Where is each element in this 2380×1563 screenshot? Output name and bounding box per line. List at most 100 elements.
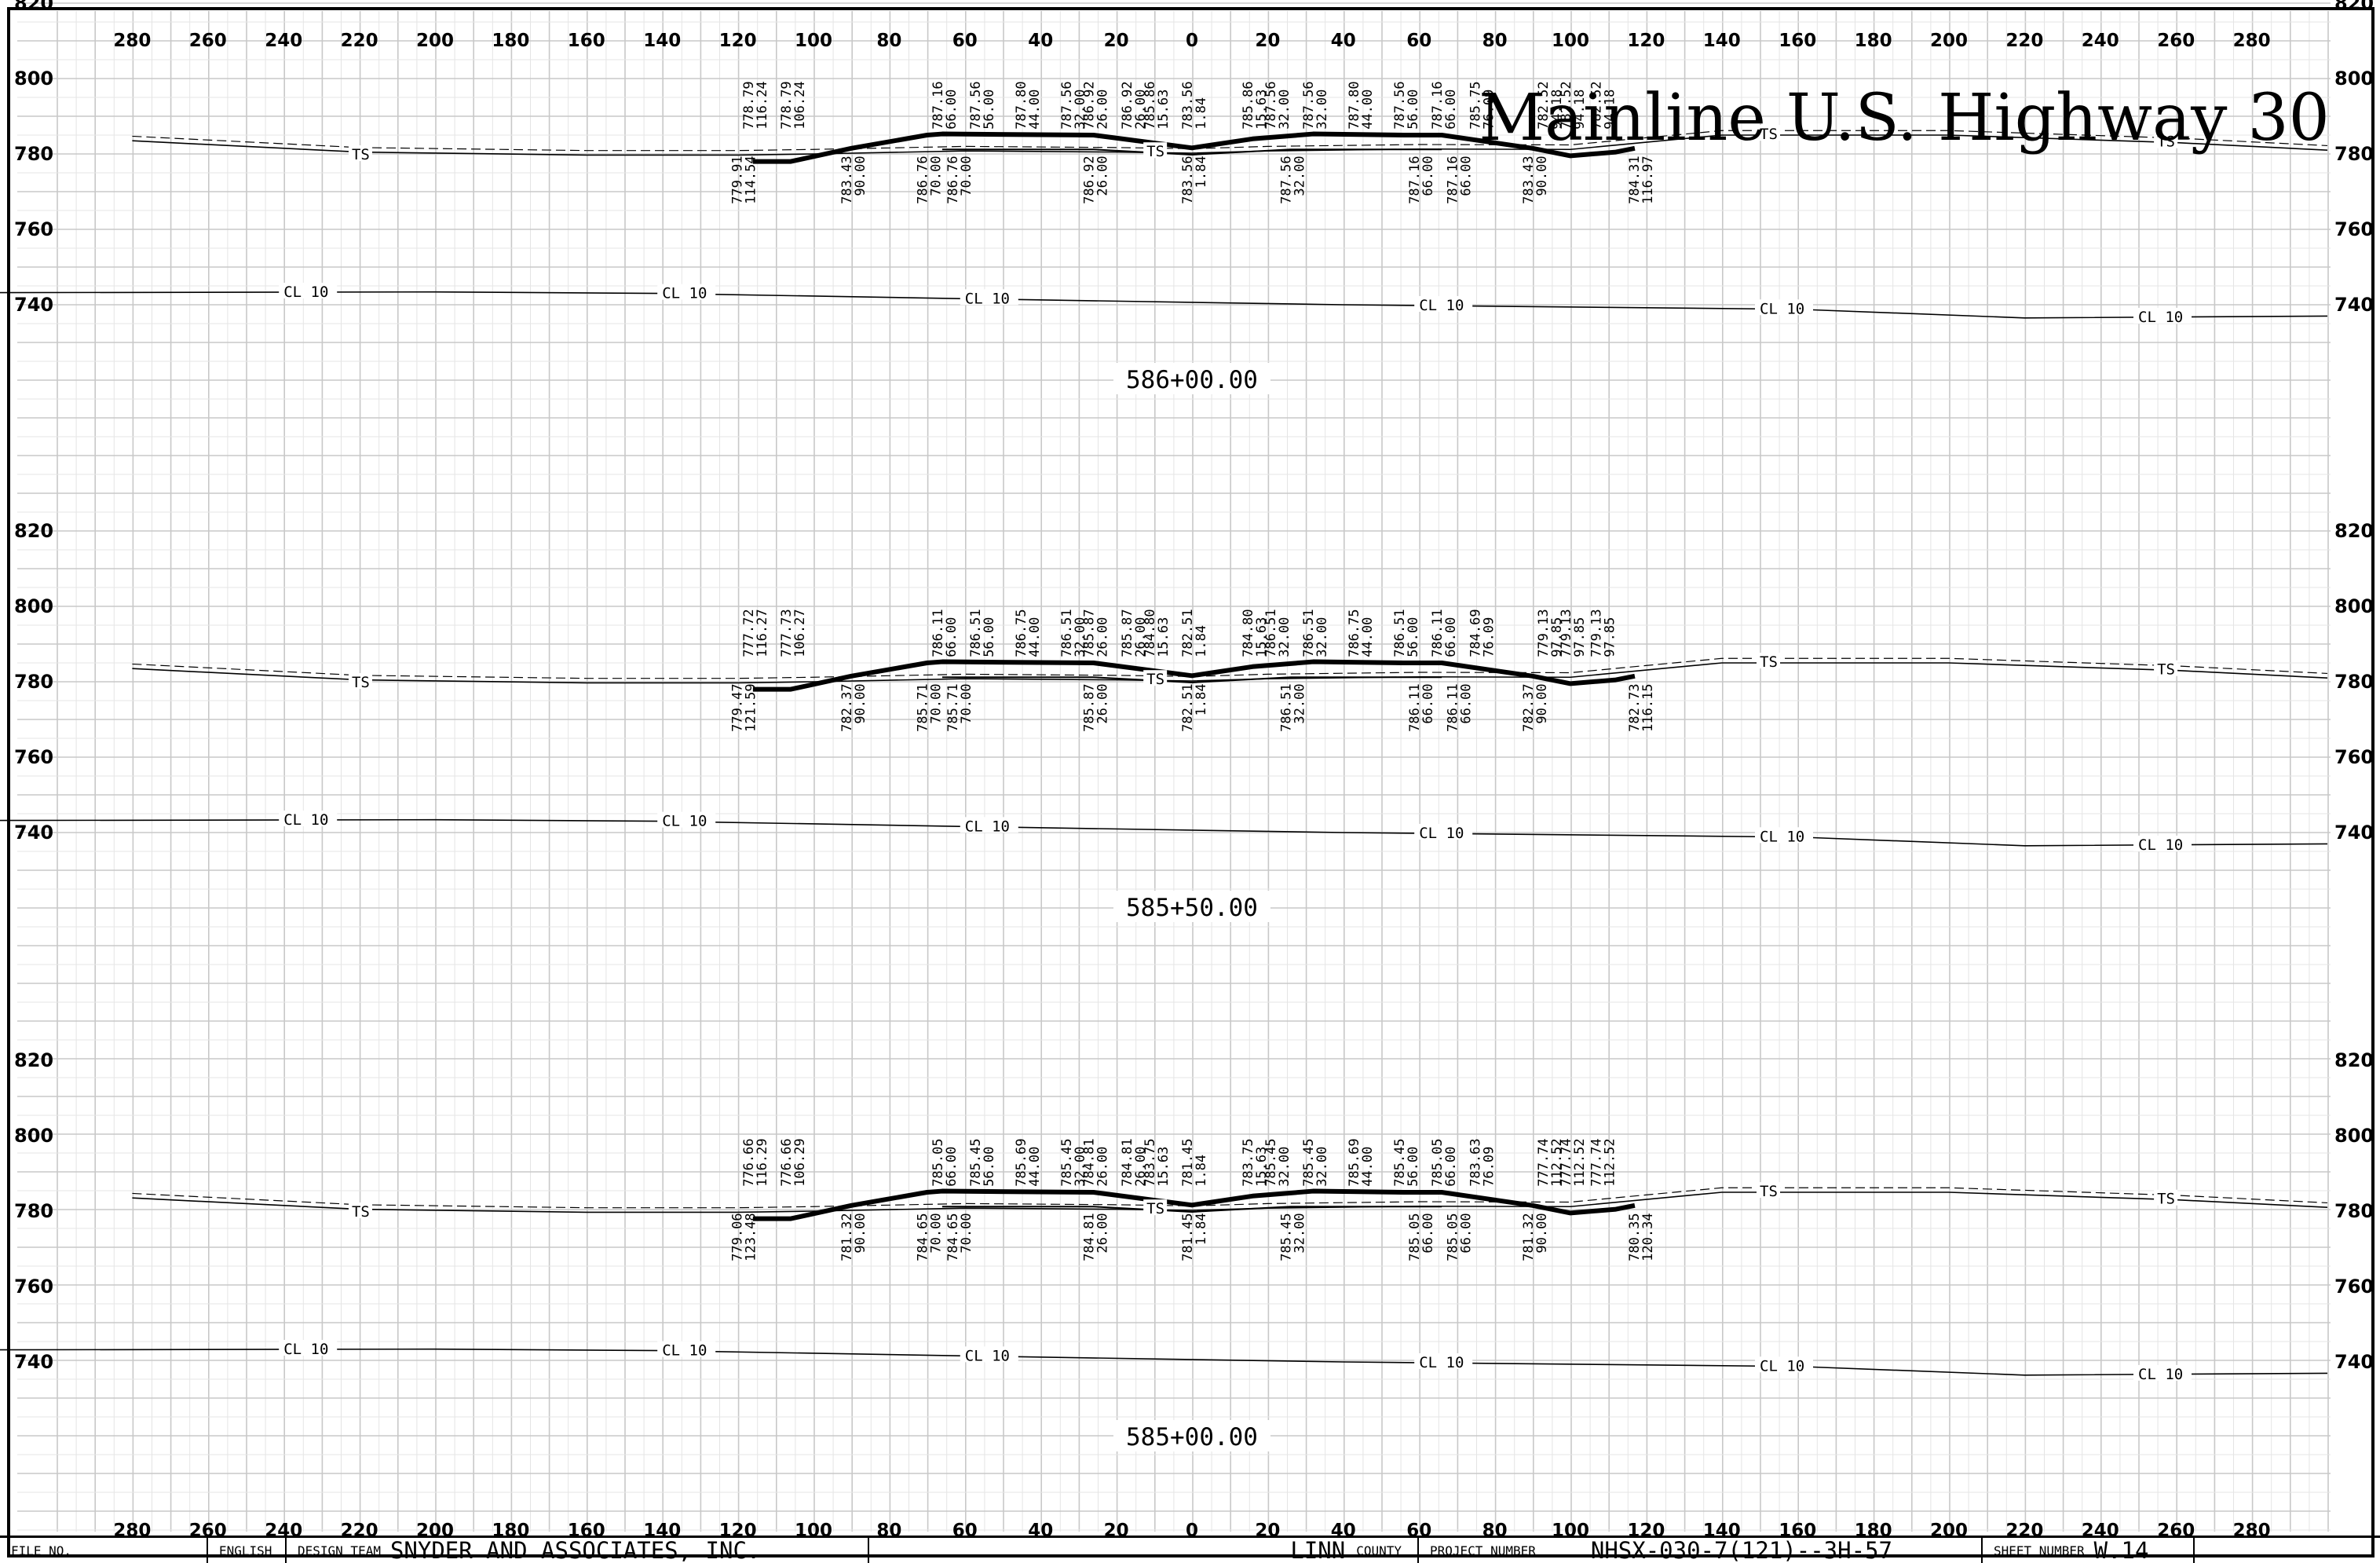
profile-annotation: 777.74112.52 <box>1536 1138 1565 1186</box>
cl-label: CL 10 <box>2138 309 2183 326</box>
profile-annotation: 785.4532.00 <box>1278 1213 1307 1261</box>
profile-annotation: 783.6376.09 <box>1468 1138 1497 1186</box>
ts-label-bg <box>348 145 372 162</box>
elevation-label-right: 820 <box>2334 0 2374 14</box>
profile-annotation: 783.4390.00 <box>1521 156 1550 203</box>
elevation-label-right: 780 <box>2334 143 2374 165</box>
ts-label-bg <box>1143 1199 1168 1216</box>
offset-tick-label: 60 <box>952 31 978 51</box>
ts-label-bg <box>1143 670 1168 686</box>
profile-annotation: 787.5632.00 <box>1301 81 1330 129</box>
cl-label: CL 10 <box>1419 297 1464 314</box>
profile-annotation: 783.4390.00 <box>839 156 868 203</box>
profile-annotation: 784.8126.00 <box>1120 1138 1149 1186</box>
elevation-label-right: 800 <box>2334 595 2374 617</box>
profile-annotation: 784.31116.97 <box>1627 156 1656 203</box>
cl-label-bg <box>2133 307 2192 324</box>
profile-annotation: 783.7515.63 <box>1241 1138 1270 1186</box>
profile-annotation: 782.511.84 <box>1180 683 1209 731</box>
cross-section: 820 820 800 800 780 780 760 760 740 740 CL 10 CL 10… <box>0 520 2374 922</box>
profile-annotation: 786.9226.00 <box>1082 156 1111 203</box>
profile-annotation: 785.7170.00 <box>945 683 974 731</box>
profile-annotation: 785.8615.63 <box>1241 81 1270 129</box>
offset-tick-label: 40 <box>1331 31 1356 51</box>
profile-annotation: 786.5132.00 <box>1278 683 1307 731</box>
offset-tick-label: 160 <box>568 31 605 51</box>
elevation-label-right: 800 <box>2334 1125 2374 1147</box>
profile-annotation: 787.1666.00 <box>1430 81 1459 129</box>
profile-annotation: 779.1397.85 <box>1536 609 1565 657</box>
ts-label-bg <box>2154 660 2178 676</box>
offset-tick-label: 120 <box>1627 31 1665 51</box>
profile-annotation: 781.451.84 <box>1180 1138 1209 1186</box>
profile-annotation: 787.1666.00 <box>1407 156 1436 203</box>
profile-annotation: 785.8726.00 <box>1120 609 1149 657</box>
offset-tick-label: 140 <box>643 31 681 51</box>
ts-label-bg <box>1757 1182 1780 1199</box>
elevation-label-right: 820 <box>2334 520 2374 542</box>
top-offset-scale: 280 260 240 220 200 180 160 140 120 100 80 60 40 20 0 2… <box>113 31 2270 51</box>
elevation-label-right: 740 <box>2334 1351 2374 1373</box>
profile-annotation: 787.5632.00 <box>1278 156 1307 203</box>
ts-label-bg <box>1143 142 1168 159</box>
profile-annotation: 786.5156.00 <box>968 609 997 657</box>
profile-annotation: 787.5632.00 <box>1059 81 1088 129</box>
profile-annotation: 781.3290.00 <box>1521 1213 1550 1261</box>
profile-annotation: 777.74112.52 <box>1589 1138 1618 1186</box>
design-profile-line <box>752 659 1636 692</box>
ts-label: TS <box>1146 1200 1164 1217</box>
profile-annotation: 785.4532.00 <box>1059 1138 1088 1186</box>
elevation-label-right: 800 <box>2334 68 2374 90</box>
offset-tick-label: 100 <box>1552 31 1589 51</box>
profile-annotation: 782.5294.18 <box>1536 81 1565 129</box>
profile-annotation: 781.3290.00 <box>839 1213 868 1261</box>
profile-annotation: 782.3790.00 <box>1521 683 1550 731</box>
ts-label: TS <box>352 146 370 163</box>
offset-tick-label: 280 <box>113 31 151 51</box>
subgrade-line <box>941 148 1442 156</box>
units-cell: ENGLISH <box>208 1538 287 1563</box>
station-label-bg <box>1113 1420 1270 1451</box>
profile-annotation: 779.1397.85 <box>1559 609 1588 657</box>
blank-cell <box>2195 1538 2380 1563</box>
profile-annotation: 783.7515.63 <box>1142 1138 1172 1186</box>
cl-label-bg <box>1414 1353 1473 1369</box>
profile-annotation: 785.7170.00 <box>916 683 945 731</box>
cl-label: CL 10 <box>283 811 328 829</box>
county-cell: LINN COUNTY <box>869 1538 1419 1563</box>
cl-line <box>0 818 2328 847</box>
profile-annotation: 778.79116.24 <box>741 81 770 129</box>
cl-label: CL 10 <box>2138 836 2183 854</box>
offset-tick-label: 240 <box>265 31 302 51</box>
cl-label: CL 10 <box>1760 300 1804 317</box>
elevation-label-left: 780 <box>14 143 53 165</box>
profile-annotation: 786.5132.00 <box>1301 609 1330 657</box>
ts-label: TS <box>1760 1183 1778 1200</box>
elevation-label-left: 740 <box>14 822 53 844</box>
profile-annotation: 786.5156.00 <box>1392 609 1421 657</box>
profile-annotation: 786.7544.00 <box>1014 609 1043 657</box>
cl-label-bg <box>657 284 716 300</box>
cl-label-bg <box>960 1346 1018 1363</box>
design-profile-line <box>752 1188 1636 1221</box>
profile-annotation: 784.6570.00 <box>916 1213 945 1261</box>
station-label: 585+50.00 <box>1126 894 1258 922</box>
elevation-label-right: 740 <box>2334 822 2374 844</box>
profile-annotation: 785.4556.00 <box>968 1138 997 1186</box>
profile-annotation: 777.72116.27 <box>741 609 770 657</box>
offset-tick-label: 200 <box>416 31 454 51</box>
profile-annotation: 785.0566.00 <box>1430 1138 1459 1186</box>
elevation-label-left: 740 <box>14 1351 53 1373</box>
sheet-number-label: SHEET NUMBER <box>1994 1543 2085 1558</box>
profile-annotation: 784.8015.63 <box>1142 609 1172 657</box>
cl-label: CL 10 <box>283 1341 328 1358</box>
profile-annotation: 777.73106.27 <box>779 609 808 657</box>
offset-tick-label: 20 <box>1104 31 1129 51</box>
elevation-label-left: 780 <box>14 1200 53 1222</box>
elevation-label-right: 760 <box>2334 1276 2374 1298</box>
profile-annotation: 776.66116.29 <box>741 1138 770 1186</box>
sheet-title: Mainline U.S. Highway 30 <box>1479 81 2330 156</box>
profile-annotation: 780.35120.34 <box>1627 1213 1656 1261</box>
county-label: COUNTY <box>1356 1543 1402 1558</box>
